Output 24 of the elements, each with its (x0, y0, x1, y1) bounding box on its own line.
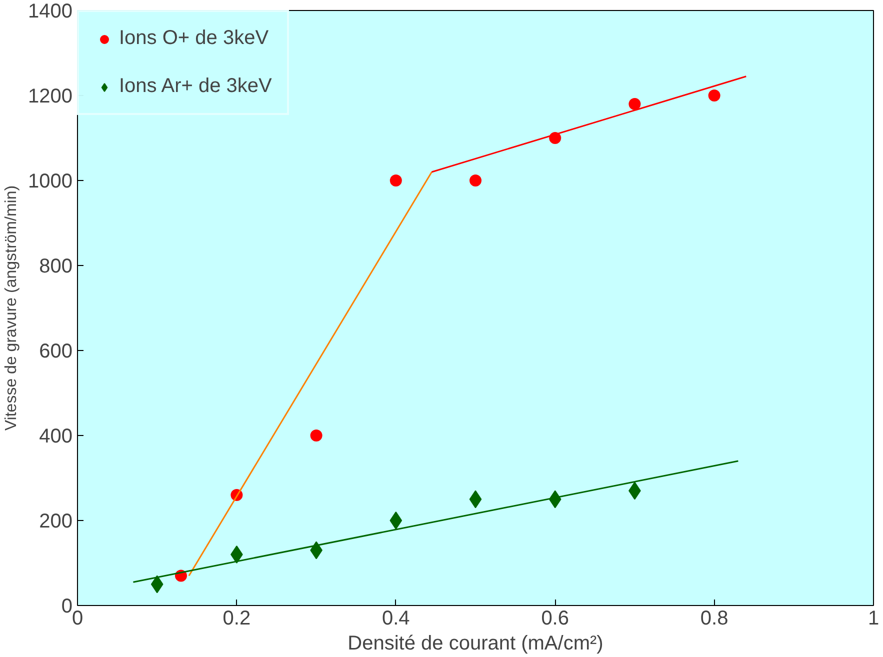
x-tick-label: 0.2 (222, 608, 251, 630)
y-tick-label: 1400 (28, 0, 73, 22)
legend-label: Ions Ar+ de 3keV (119, 75, 272, 98)
legend-label: Ions O+ de 3keV (119, 27, 269, 50)
y-tick-label: 1000 (28, 170, 73, 192)
x-tick-label: 0.6 (541, 608, 570, 630)
x-tick-label: 1 (868, 608, 880, 630)
point (628, 98, 641, 110)
x-tick-label: 0.4 (382, 608, 410, 630)
point (150, 575, 164, 594)
point (310, 430, 322, 442)
y-axis-title: Vitesse de gravure (angström/min) (3, 185, 20, 431)
point (390, 512, 402, 530)
x-tick-label: 0.8 (700, 608, 728, 630)
point (470, 174, 482, 186)
y-tick-label: 800 (39, 256, 73, 278)
point (469, 490, 482, 508)
y-tick-label: 600 (39, 340, 73, 362)
y-tick-label: 200 (39, 510, 73, 532)
y-tick-label: 400 (39, 426, 73, 448)
y-tick-label: 1200 (28, 86, 73, 108)
point (390, 174, 402, 186)
point (708, 90, 720, 102)
x-axis-title: Densité de courant (mA/cm²) (348, 632, 604, 654)
